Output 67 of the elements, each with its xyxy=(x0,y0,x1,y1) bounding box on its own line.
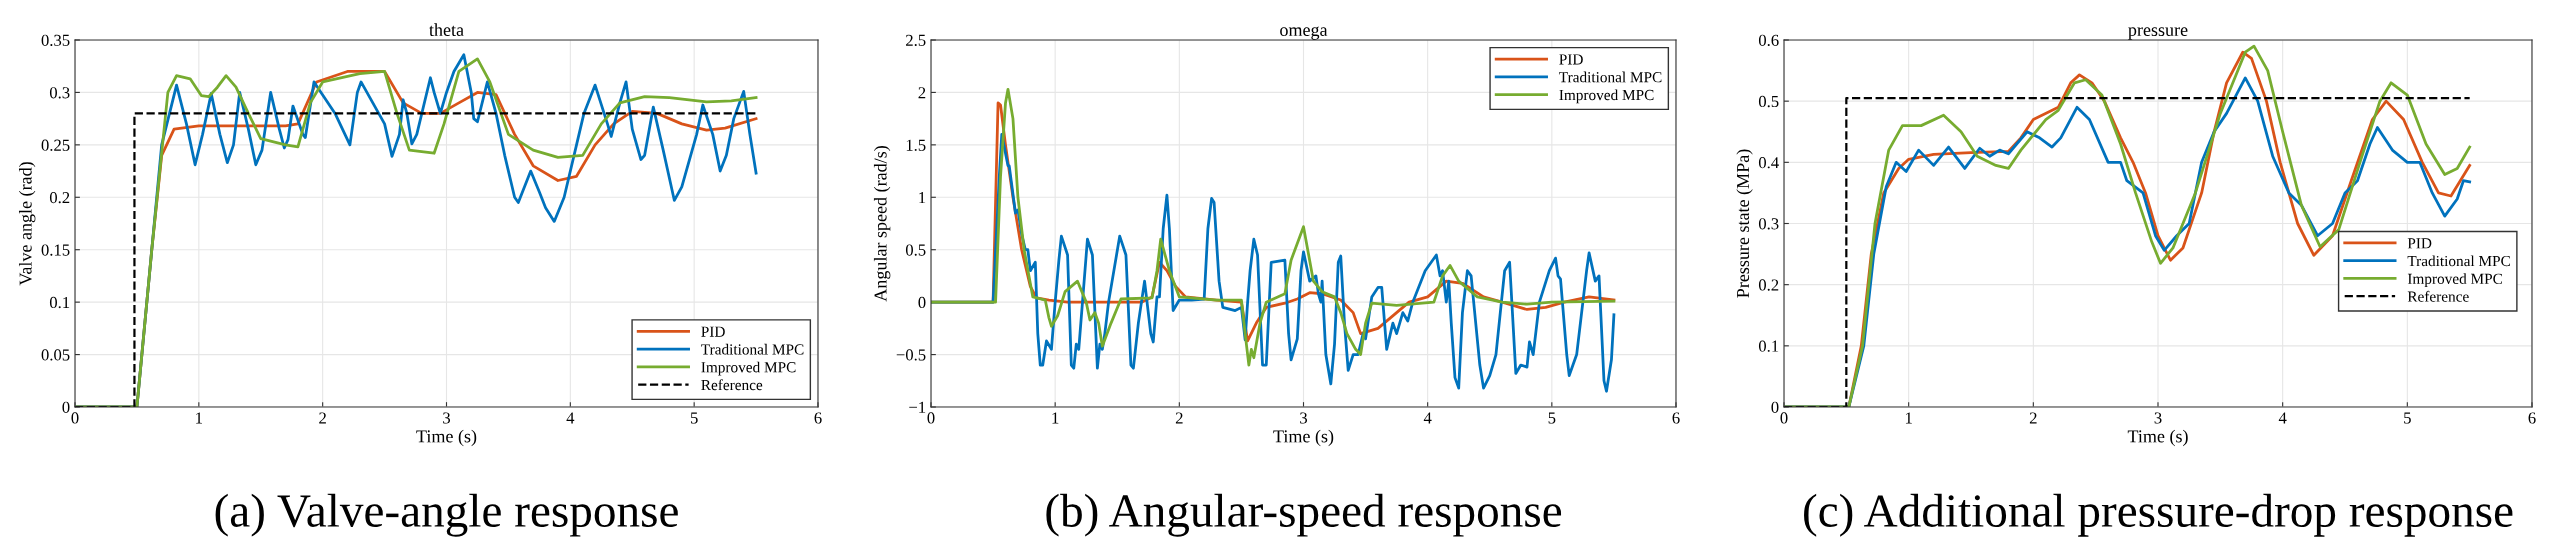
y-tick-label: 0 xyxy=(62,401,70,413)
y-tick-label: 0.6 xyxy=(1758,34,1779,47)
legend-label: Traditional MPC xyxy=(701,343,804,355)
x-tick-label: 2 xyxy=(2029,412,2037,424)
y-tick-label: 0 xyxy=(1771,401,1779,413)
legend-label: Traditional MPC xyxy=(2407,255,2510,267)
x-tick-label: 5 xyxy=(690,412,698,424)
y-tick-label: −1 xyxy=(909,401,926,413)
x-tick-label: 1 xyxy=(196,412,202,424)
legend-label: Improved MPC xyxy=(2407,273,2502,288)
legend-label: Improved MPC xyxy=(701,361,796,376)
y-tick-label: 0 xyxy=(918,296,926,309)
y-tick-label: 0.2 xyxy=(1758,279,1779,291)
x-tick-label: 1 xyxy=(1905,412,1912,424)
x-tick-label: 4 xyxy=(1423,412,1432,424)
legend-label: Reference xyxy=(701,379,763,391)
x-tick-label: 6 xyxy=(1672,412,1680,424)
y-tick-label: 1 xyxy=(919,192,926,204)
x-tick-label: 3 xyxy=(1300,412,1308,424)
x-tick-label: 5 xyxy=(1548,412,1556,424)
x-tick-label: 0 xyxy=(1780,412,1788,424)
y-tick-label: 0.4 xyxy=(1758,157,1779,169)
text: (c) Additional pressure-drop response xyxy=(1804,493,2513,537)
legend-label: Reference xyxy=(2407,290,2469,302)
x-tick-label: 6 xyxy=(2528,412,2536,424)
chart-title: omega xyxy=(1280,26,1328,40)
y-axis-title: Pressure state (MPa) xyxy=(1736,149,1753,298)
y-axis-title: Valve angle (rad) xyxy=(18,162,36,286)
x-axis-title: Time (s) xyxy=(2127,429,2188,447)
chart-title: theta xyxy=(429,23,464,37)
legend-label: PID xyxy=(1559,54,1583,65)
y-tick-label: 0.15 xyxy=(41,244,70,256)
chart-title: pressure xyxy=(2128,27,2188,40)
y-tick-label: 0.1 xyxy=(1758,340,1779,352)
x-tick-label: 3 xyxy=(2154,412,2162,424)
y-tick-label: 0.25 xyxy=(41,139,70,151)
text: (a) Valve-angle response xyxy=(215,493,678,537)
y-tick-label: 0.1 xyxy=(49,296,70,309)
y-tick-label: 1.5 xyxy=(906,139,926,151)
y-tick-label: 0.3 xyxy=(1758,218,1779,230)
legend-label: Traditional MPC xyxy=(1559,71,1662,83)
legend-label: Improved MPC xyxy=(1559,89,1654,104)
legend-label: PID xyxy=(701,326,725,337)
x-tick-label: 2 xyxy=(319,412,326,424)
x-tick-label: 6 xyxy=(814,412,822,424)
x-tick-label: 3 xyxy=(443,412,451,424)
y-tick-label: 0.35 xyxy=(41,34,70,47)
x-tick-label: 0 xyxy=(927,412,935,424)
x-tick-label: 5 xyxy=(2404,412,2411,424)
y-axis-title: Angular speed (rad/s) xyxy=(873,146,891,302)
y-tick-label: 2 xyxy=(918,87,926,99)
y-tick-label: 0.5 xyxy=(1758,95,1779,108)
y-tick-label: 0.3 xyxy=(49,87,70,99)
y-tick-label: 0.2 xyxy=(49,191,70,204)
x-tick-label: 2 xyxy=(1175,412,1183,424)
legend-label: PID xyxy=(2407,238,2432,249)
x-tick-label: 4 xyxy=(2278,412,2287,424)
y-tick-label: 2.5 xyxy=(906,34,926,47)
y-tick-label: 0.05 xyxy=(41,349,70,361)
text: (b) Angular-speed response xyxy=(1046,493,1562,537)
y-tick-label: −0.5 xyxy=(896,349,926,361)
x-tick-label: 4 xyxy=(566,412,575,424)
y-tick-label: 0.5 xyxy=(905,244,926,256)
x-tick-label: 1 xyxy=(1052,412,1059,424)
x-tick-label: 0 xyxy=(71,412,79,424)
x-axis-title: Time (s) xyxy=(1273,429,1334,447)
x-axis-title: Time (s) xyxy=(416,429,477,447)
